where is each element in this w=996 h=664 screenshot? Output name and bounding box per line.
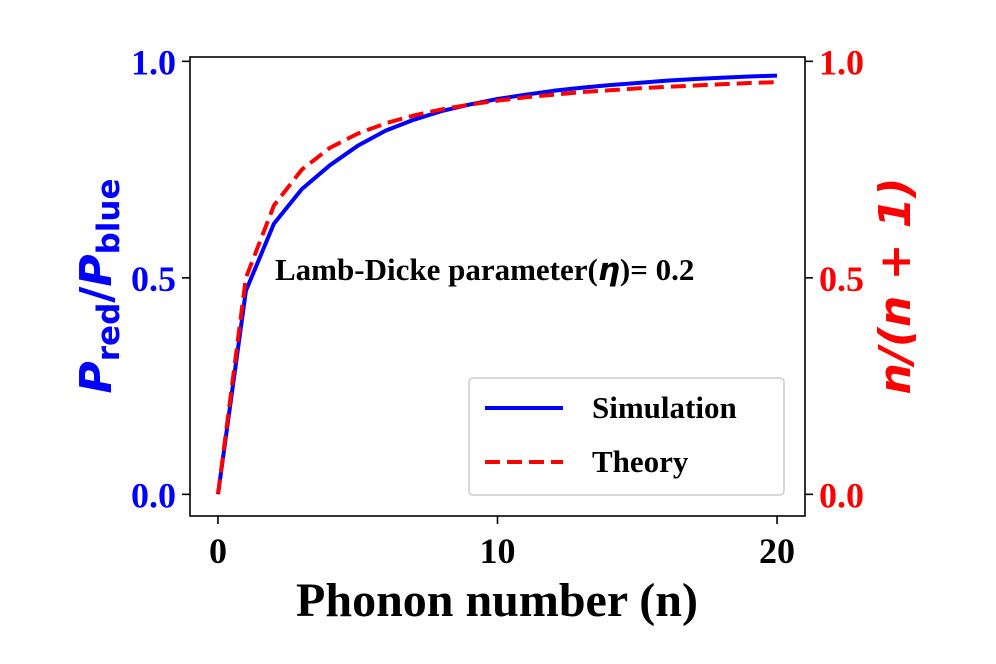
series-line-theory	[216, 80, 778, 495]
y-left-tick-label: 0.0	[131, 475, 176, 515]
series-layer	[216, 73, 778, 495]
annotation-suffix: )= 0.2	[620, 252, 695, 287]
annotation-text: Lamb-Dicke parameter(η)= 0.2	[275, 252, 694, 288]
x-tick-label: 10	[480, 531, 516, 571]
ylabel-left-p2: P	[71, 254, 122, 286]
y-right-tick-label: 1.0	[819, 42, 864, 82]
y-left-tick-label: 0.5	[131, 259, 176, 299]
annotation-prefix: Lamb-Dicke parameter(	[275, 252, 598, 287]
legend: Simulation Theory	[468, 377, 785, 496]
y-axis-label-right: n/(n + 1)	[870, 177, 921, 394]
ylabel-left-p1: P	[71, 361, 122, 393]
ylabel-left-slash: /	[71, 286, 122, 303]
y-left-tick-label: 1.0	[131, 42, 176, 82]
legend-simulation-label: Simulation	[592, 390, 737, 425]
legend-theory-label: Theory	[592, 444, 689, 479]
ylabel-left-sub2: blue	[91, 178, 127, 254]
x-axis-label: Phonon number (n)	[296, 574, 698, 627]
ticks-layer: 0 10 20 0.0 0.5 1.0 0.0 0.5 1.0	[131, 42, 864, 571]
y-axis-label-left: Pred/Pblue	[71, 178, 127, 393]
x-tick-label: 0	[209, 531, 227, 571]
y-right-tick-label: 0.5	[819, 259, 864, 299]
x-tick-label: 20	[759, 531, 795, 571]
ylabel-left-sub1: red	[91, 303, 127, 362]
y-right-tick-label: 0.0	[819, 475, 864, 515]
annotation-eta-symbol: η	[598, 252, 620, 288]
